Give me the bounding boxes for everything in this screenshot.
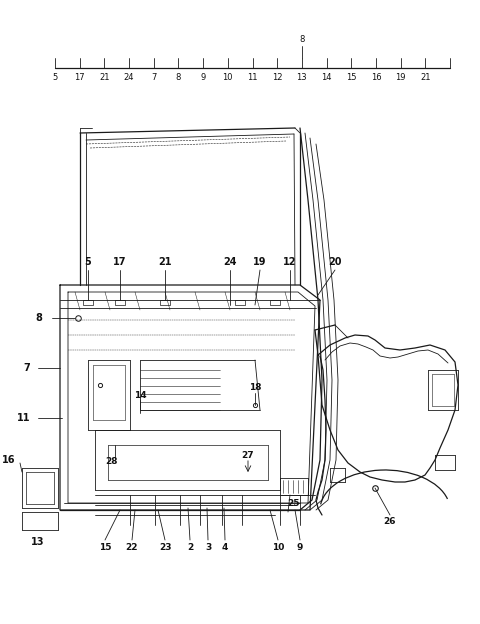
Text: 9: 9 bbox=[201, 72, 206, 82]
Text: 28: 28 bbox=[106, 457, 118, 467]
Text: 7: 7 bbox=[23, 363, 30, 373]
Text: 26: 26 bbox=[384, 517, 396, 527]
Text: 27: 27 bbox=[242, 451, 254, 459]
Text: 10: 10 bbox=[272, 544, 284, 552]
Bar bbox=[270, 300, 280, 305]
Text: 13: 13 bbox=[297, 72, 307, 82]
Text: 17: 17 bbox=[113, 257, 127, 267]
Text: 15: 15 bbox=[346, 72, 357, 82]
Text: 16: 16 bbox=[371, 72, 381, 82]
Text: 25: 25 bbox=[288, 499, 300, 507]
Text: 24: 24 bbox=[223, 257, 237, 267]
Text: 12: 12 bbox=[283, 257, 297, 267]
Text: 11: 11 bbox=[16, 413, 30, 423]
Text: 16: 16 bbox=[1, 455, 15, 465]
Text: 22: 22 bbox=[126, 544, 138, 552]
Text: 8: 8 bbox=[299, 36, 305, 44]
Text: 2: 2 bbox=[187, 544, 193, 552]
Text: 14: 14 bbox=[134, 391, 146, 399]
Text: 9: 9 bbox=[297, 544, 303, 552]
Text: 19: 19 bbox=[396, 72, 406, 82]
Text: 18: 18 bbox=[249, 384, 261, 392]
Text: 21: 21 bbox=[158, 257, 172, 267]
Text: 24: 24 bbox=[124, 72, 134, 82]
Text: 5: 5 bbox=[52, 72, 58, 82]
Bar bbox=[160, 300, 170, 305]
Text: 11: 11 bbox=[247, 72, 258, 82]
Text: 7: 7 bbox=[151, 72, 156, 82]
Bar bbox=[115, 300, 125, 305]
Text: 4: 4 bbox=[222, 544, 228, 552]
Text: 14: 14 bbox=[321, 72, 332, 82]
Text: 23: 23 bbox=[159, 544, 171, 552]
Text: 8: 8 bbox=[35, 313, 42, 323]
Text: 5: 5 bbox=[84, 257, 91, 267]
Text: 19: 19 bbox=[253, 257, 267, 267]
Text: 13: 13 bbox=[31, 537, 45, 547]
Text: 12: 12 bbox=[272, 72, 282, 82]
Text: 10: 10 bbox=[223, 72, 233, 82]
Text: 20: 20 bbox=[328, 257, 342, 267]
Bar bbox=[235, 300, 245, 305]
Text: 17: 17 bbox=[74, 72, 85, 82]
Bar bbox=[83, 300, 93, 305]
Text: 21: 21 bbox=[420, 72, 431, 82]
Text: 8: 8 bbox=[176, 72, 181, 82]
Text: 21: 21 bbox=[99, 72, 109, 82]
Text: 3: 3 bbox=[205, 544, 211, 552]
Text: 15: 15 bbox=[99, 544, 111, 552]
